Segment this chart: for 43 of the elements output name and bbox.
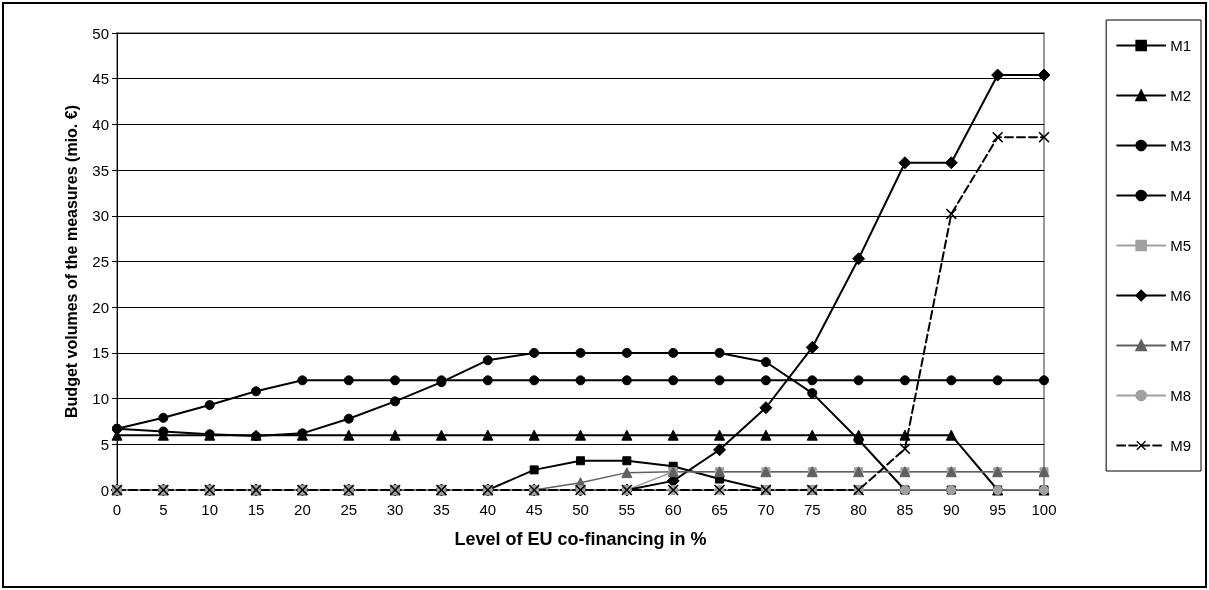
legend-label: M2 <box>1170 87 1192 104</box>
x-tick-label: 15 <box>247 501 265 518</box>
legend-label: M1 <box>1170 37 1192 54</box>
legend-label: M7 <box>1170 337 1192 354</box>
y-tick-label: 10 <box>92 390 109 408</box>
x-tick-label: 70 <box>757 501 775 518</box>
x-tick-label: 80 <box>850 501 867 518</box>
legend-label: M8 <box>1170 387 1192 404</box>
y-tick-label: 40 <box>92 115 109 133</box>
y-tick-label: 25 <box>92 253 109 270</box>
y-tick-label: 30 <box>92 207 109 225</box>
x-tick-label: 90 <box>942 501 960 518</box>
legend-label: M3 <box>1170 137 1192 154</box>
x-tick-label: 100 <box>1031 501 1057 518</box>
y-tick-label: 15 <box>92 344 109 362</box>
x-tick-label: 40 <box>479 501 497 518</box>
x-tick-label: 30 <box>386 501 404 518</box>
y-axis-title: Budget volumes of the measures (mio. €) <box>62 105 80 418</box>
x-tick-label: 65 <box>711 501 728 518</box>
y-tick-label: 50 <box>92 24 109 42</box>
x-tick-label: 60 <box>664 501 682 518</box>
x-tick-label: 35 <box>433 501 450 518</box>
y-tick-label: 5 <box>100 435 109 453</box>
legend-label: M9 <box>1170 437 1192 454</box>
x-tick-label: 0 <box>112 501 122 518</box>
x-tick-label: 10 <box>201 501 219 518</box>
x-tick-label: 95 <box>989 501 1006 518</box>
y-tick-label: 0 <box>100 481 109 499</box>
x-tick-label: 45 <box>525 501 543 518</box>
x-tick-label: 20 <box>294 501 311 518</box>
y-tick-label: 20 <box>92 298 109 316</box>
legend-label: M4 <box>1170 187 1192 204</box>
y-tick-label: 35 <box>92 161 109 179</box>
x-axis-title: Level of EU co-financing in % <box>454 529 707 549</box>
y-tick-label: 45 <box>92 70 109 88</box>
x-tick-label: 85 <box>896 501 914 518</box>
legend-label: M5 <box>1170 237 1192 254</box>
x-tick-label: 25 <box>340 501 358 518</box>
x-tick-label: 5 <box>159 501 168 518</box>
x-tick-label: 75 <box>803 501 821 518</box>
x-tick-label: 55 <box>618 501 636 518</box>
x-tick-label: 50 <box>572 501 589 518</box>
legend-label: M6 <box>1170 287 1192 304</box>
